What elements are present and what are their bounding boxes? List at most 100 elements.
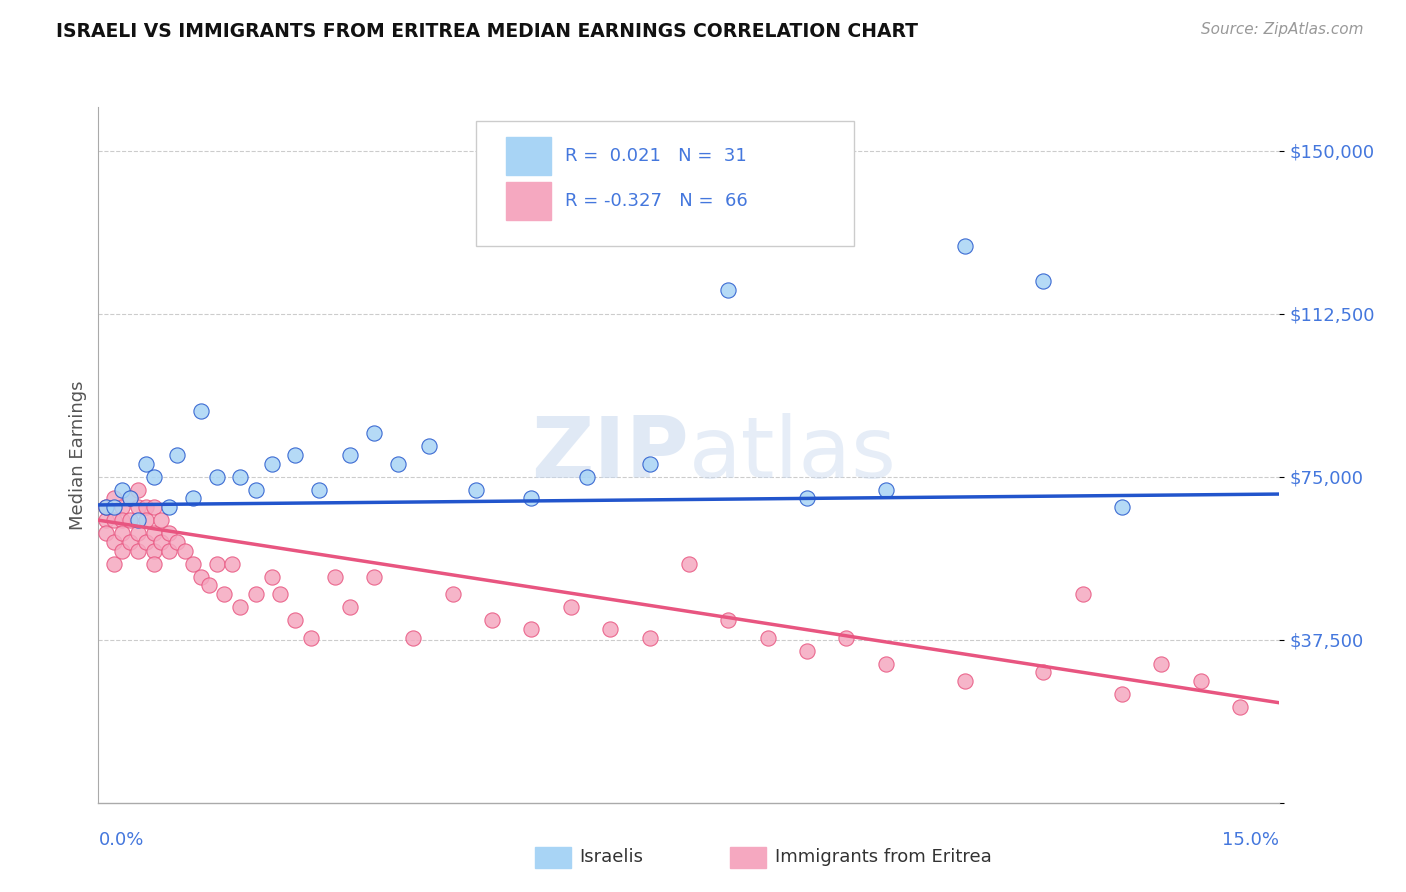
Point (308, 483, 330, 497)
Text: 0.0%: 0.0% (98, 830, 143, 848)
Point (717, 283, 740, 297)
Point (363, 426, 385, 441)
Point (339, 600, 361, 615)
Point (96, 513, 118, 527)
Point (135, 500, 157, 514)
Point (1229, 700, 1251, 714)
Point (221, 557, 243, 571)
Point (150, 513, 173, 527)
Point (127, 526, 149, 541)
Point (118, 491, 141, 506)
Point (190, 404, 212, 418)
Point (103, 491, 125, 506)
Point (96, 526, 118, 541)
Point (756, 631, 779, 645)
Text: Source: ZipAtlas.com: Source: ZipAtlas.com (1201, 22, 1364, 37)
Point (284, 613, 307, 627)
Point (1032, 274, 1054, 288)
Point (717, 613, 740, 627)
Point (260, 457, 283, 471)
Point (174, 543, 197, 558)
Point (135, 457, 157, 471)
Text: Immigrants from Eritrea: Immigrants from Eritrea (775, 848, 991, 866)
Bar (506, 182, 551, 220)
Point (157, 526, 180, 541)
Y-axis label: Median Earnings: Median Earnings (69, 380, 87, 530)
Point (118, 535, 141, 549)
Point (127, 543, 149, 558)
Point (135, 513, 157, 527)
Text: 15.0%: 15.0% (1222, 830, 1279, 848)
Point (465, 483, 488, 497)
Point (245, 483, 267, 497)
Point (953, 239, 976, 253)
Point (1189, 674, 1212, 689)
Point (96, 500, 118, 514)
Point (269, 587, 291, 601)
Point (142, 500, 165, 514)
Point (678, 557, 700, 571)
Point (181, 491, 204, 506)
Bar (536, 847, 571, 868)
Point (150, 535, 173, 549)
Text: ISRAELI VS IMMIGRANTS FROM ERITREA MEDIAN EARNINGS CORRELATION CHART: ISRAELI VS IMMIGRANTS FROM ERITREA MEDIA… (56, 22, 918, 41)
Point (1111, 687, 1133, 701)
Point (142, 543, 165, 558)
Point (284, 448, 307, 462)
Text: ZIP: ZIP (531, 413, 689, 497)
Point (135, 535, 157, 549)
Text: atlas: atlas (689, 413, 897, 497)
Point (323, 570, 346, 584)
Point (229, 600, 252, 615)
Point (142, 557, 165, 571)
Bar (730, 847, 766, 868)
Point (111, 526, 134, 541)
Point (1071, 587, 1094, 601)
Point (387, 457, 409, 471)
Point (363, 570, 385, 584)
Point (875, 657, 897, 671)
Point (127, 513, 149, 527)
Bar (506, 136, 551, 175)
Point (260, 570, 283, 584)
Point (796, 643, 818, 657)
Point (953, 674, 976, 689)
Point (127, 483, 149, 497)
Point (638, 457, 661, 471)
Point (1150, 657, 1173, 671)
Point (205, 557, 228, 571)
Text: Israelis: Israelis (579, 848, 643, 866)
Point (875, 483, 897, 497)
Point (299, 631, 322, 645)
Point (402, 631, 425, 645)
Point (245, 587, 267, 601)
Point (142, 526, 165, 541)
Point (796, 491, 818, 506)
Point (599, 622, 621, 636)
Point (575, 469, 598, 483)
Point (1032, 665, 1054, 680)
Text: R =  0.021   N =  31: R = 0.021 N = 31 (565, 147, 747, 165)
Point (520, 622, 543, 636)
Point (103, 557, 125, 571)
Point (96, 500, 118, 514)
FancyBboxPatch shape (477, 121, 855, 246)
Point (229, 469, 252, 483)
Text: R = -0.327   N =  66: R = -0.327 N = 66 (565, 192, 748, 210)
Point (103, 500, 125, 514)
Point (103, 513, 125, 527)
Point (190, 570, 212, 584)
Point (520, 491, 543, 506)
Point (118, 513, 141, 527)
Point (166, 448, 188, 462)
Point (205, 469, 228, 483)
Point (103, 535, 125, 549)
Point (181, 557, 204, 571)
Point (111, 513, 134, 527)
Point (197, 578, 219, 592)
Point (157, 543, 180, 558)
Point (339, 448, 361, 462)
Point (118, 491, 141, 506)
Point (166, 535, 188, 549)
Point (560, 600, 582, 615)
